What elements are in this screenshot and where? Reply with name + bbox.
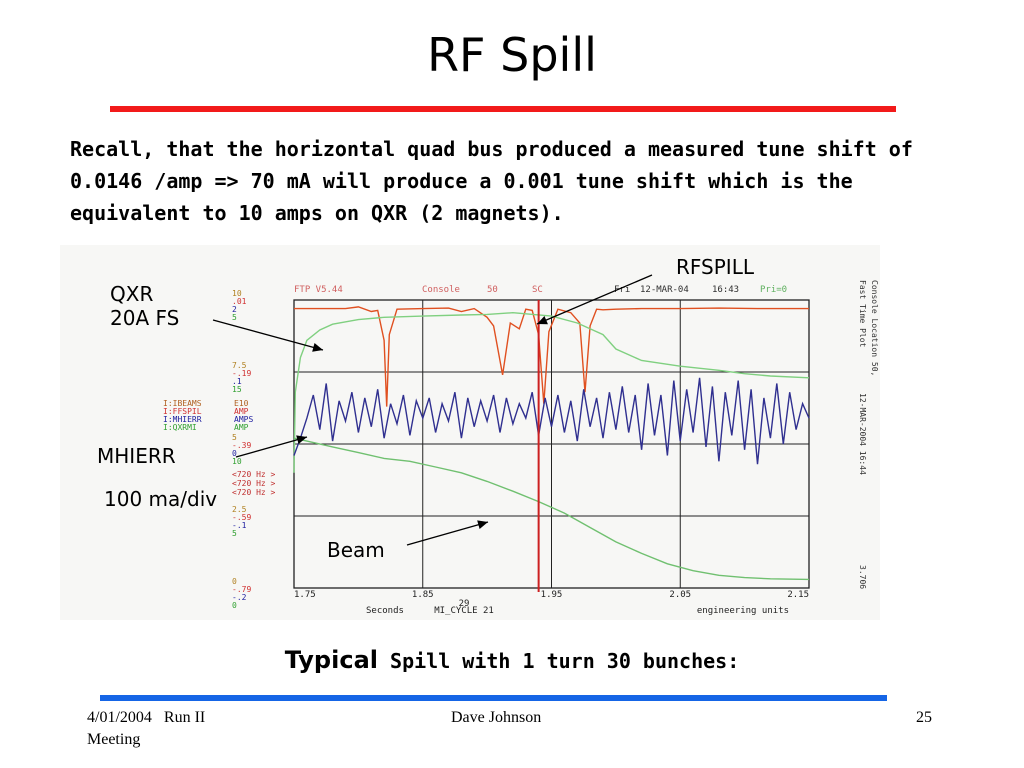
channel-unit: AMPS xyxy=(234,415,253,424)
scale-label: -.59 xyxy=(232,513,251,522)
qxr-arrow-head xyxy=(312,343,323,352)
scale-label: 2.5 xyxy=(232,505,247,514)
qxr-label: QXR 20A FS xyxy=(110,282,179,330)
plot-header-sc: SC xyxy=(532,285,543,295)
scale-label: 0 xyxy=(232,577,237,586)
plot-header-console-no: 50 xyxy=(487,285,498,295)
channel-name: I:FFSPIL xyxy=(163,407,202,416)
rfspill-arrow-head xyxy=(537,315,548,325)
caption-rest: Spill with 1 turn 30 bunches: xyxy=(378,649,740,673)
x-tick-label: 1.85 xyxy=(412,590,434,600)
rfspill-arrow xyxy=(536,274,653,325)
plot-paper xyxy=(60,245,880,620)
footer-date-value: 4/01/2004 xyxy=(87,709,152,726)
scale-label: -.1 xyxy=(232,521,247,530)
channel-rate: <720 Hz > xyxy=(232,470,276,479)
title-rule xyxy=(110,106,896,112)
scale-label: -.79 xyxy=(232,585,251,594)
channel-unit: AMP xyxy=(234,407,249,416)
x-tick-label: 2.05 xyxy=(669,590,691,600)
footer-event-line1: Run II xyxy=(163,709,206,726)
caption-typical: Typical xyxy=(284,646,378,674)
beam-label: Beam xyxy=(327,538,385,562)
channel-name: I:MHIERR xyxy=(163,415,202,424)
scale-label: .1 xyxy=(232,377,242,386)
plot-header-date: 12-MAR-04 xyxy=(640,285,689,295)
mhierr-arrow-head xyxy=(296,435,307,445)
channel-unit: E10 xyxy=(234,399,249,408)
footer-date: 4/01/2004 Run II xyxy=(87,709,205,727)
scale-label: 10 xyxy=(232,457,242,466)
qxr-arrow xyxy=(212,319,324,351)
qxr-label-line2: 20A FS xyxy=(110,306,180,330)
plot-header-console: Console xyxy=(422,285,460,295)
plot-header-day: Fri xyxy=(614,285,630,295)
footer-event-line2: Meeting xyxy=(87,731,141,748)
series-rfspill-line xyxy=(294,306,809,407)
scale-label: 5 xyxy=(232,313,237,322)
scale-label: 10 xyxy=(232,289,242,298)
scale-label: 0 xyxy=(232,601,237,610)
x-axis-label: Seconds xyxy=(366,606,404,616)
channel-rate: <720 Hz > xyxy=(232,479,276,488)
right-value: 3.706 xyxy=(858,565,867,589)
footer-rule xyxy=(100,695,887,701)
scale-label: 0 xyxy=(232,449,237,458)
channel-name: I:QXRMI xyxy=(163,423,197,432)
qxr-label-line1: QXR xyxy=(110,282,154,306)
scale-label: -.19 xyxy=(232,369,251,378)
footer-author: Dave Johnson xyxy=(451,709,542,726)
intro-paragraph: Recall, that the horizontal quad bus pro… xyxy=(70,137,913,225)
scale-label: -.39 xyxy=(232,441,251,450)
scale-label: 7.5 xyxy=(232,361,247,370)
mhierr-arrow xyxy=(235,436,308,458)
plot-header-version: FTP V5.44 xyxy=(294,285,343,295)
x-bottom-cycle-no: 29 xyxy=(459,599,470,609)
right-plot-type: Fast Time Plot xyxy=(858,280,867,348)
scale-label: 15 xyxy=(232,385,242,394)
mhierr-label: MHIERR xyxy=(97,444,176,468)
caption: Typical Spill with 1 turn 30 bunches: xyxy=(0,646,1024,674)
scale-label: 2 xyxy=(232,305,237,314)
footer-page: 25 xyxy=(916,709,932,726)
plot-header-time: 16:43 xyxy=(712,285,739,295)
rfspill-label: RFSPILL xyxy=(676,255,754,279)
scale-label: 5 xyxy=(232,529,237,538)
right-timestamp: 12-MAR-2004 16:44 xyxy=(858,393,867,475)
plot-header-pri: Pri=0 xyxy=(760,285,787,295)
x-bottom-cycle: MI_CYCLE 21 xyxy=(434,606,494,616)
channel-name: I:IBEAMS xyxy=(163,399,202,408)
channel-unit: AMP xyxy=(234,423,249,432)
scale-label: .01 xyxy=(232,297,247,306)
fast-time-plot: FTP V5.44 Console 50 SC Fri 12-MAR-04 16:43 Pri… xyxy=(60,245,880,620)
beam-arrow-head xyxy=(477,520,488,530)
slide-title: RF Spill xyxy=(427,28,597,82)
scale-label: -.2 xyxy=(232,593,247,602)
right-console-location: Console Location 50, xyxy=(870,280,879,376)
beam-arrow xyxy=(406,521,489,546)
x-tick-label: 2.15 xyxy=(787,590,809,600)
channel-rate: <720 Hz > xyxy=(232,488,276,497)
x-bottom-units: engineering units xyxy=(697,606,789,616)
mhierr-scale-label: 100 ma/div xyxy=(104,487,218,511)
x-tick-label: 1.95 xyxy=(541,590,563,600)
scale-label: 5 xyxy=(232,433,237,442)
series-qxr-line xyxy=(293,311,810,473)
series-mhierr-line xyxy=(293,377,810,465)
plot-area: FTP V5.44 Console 50 SC Fri 12-MAR-04 16:43 Pri… xyxy=(60,245,880,620)
x-tick-label: 1.75 xyxy=(294,590,316,600)
